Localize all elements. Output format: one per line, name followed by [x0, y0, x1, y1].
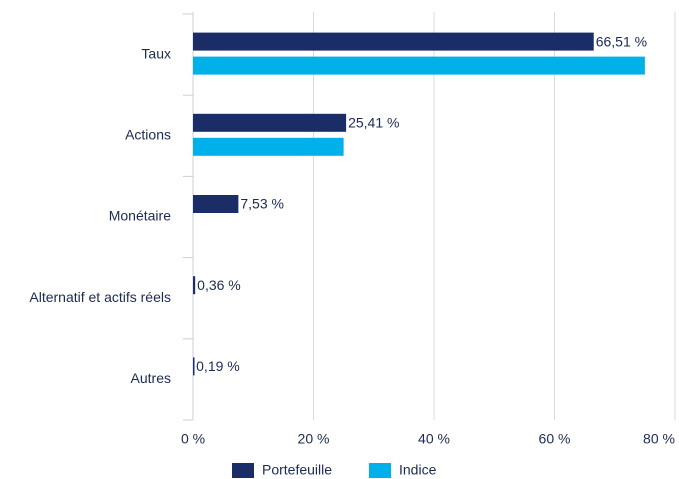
data-label: 0,19 %	[196, 358, 240, 374]
y-tick-label: Autres	[131, 370, 171, 386]
x-tick-label: 40 %	[418, 431, 450, 447]
bar	[193, 56, 645, 75]
y-tick-label: Monétaire	[109, 208, 171, 224]
data-label: 66,51 %	[596, 33, 647, 49]
y-tick-label: Taux	[141, 45, 171, 61]
x-tick-label: 20 %	[298, 431, 330, 447]
legend-label: Portefeuille	[262, 462, 332, 478]
bar	[193, 32, 594, 51]
bar	[193, 276, 196, 295]
data-label: 7,53 %	[240, 196, 284, 212]
x-tick-label: 80 %	[643, 431, 675, 447]
x-tick-label: 0 %	[181, 431, 205, 447]
x-tick-label: 60 %	[539, 431, 571, 447]
data-label: 0,36 %	[197, 277, 241, 293]
legend-label: Indice	[399, 462, 437, 478]
bar	[193, 195, 239, 213]
bar	[193, 137, 344, 156]
y-tick-label: Alternatif et actifs réels	[29, 289, 171, 305]
legend-swatch	[369, 463, 391, 478]
data-label: 25,41 %	[348, 115, 399, 131]
legend-swatch	[232, 463, 254, 478]
bar	[193, 357, 195, 376]
y-tick-label: Actions	[125, 127, 171, 143]
bar	[193, 113, 347, 132]
